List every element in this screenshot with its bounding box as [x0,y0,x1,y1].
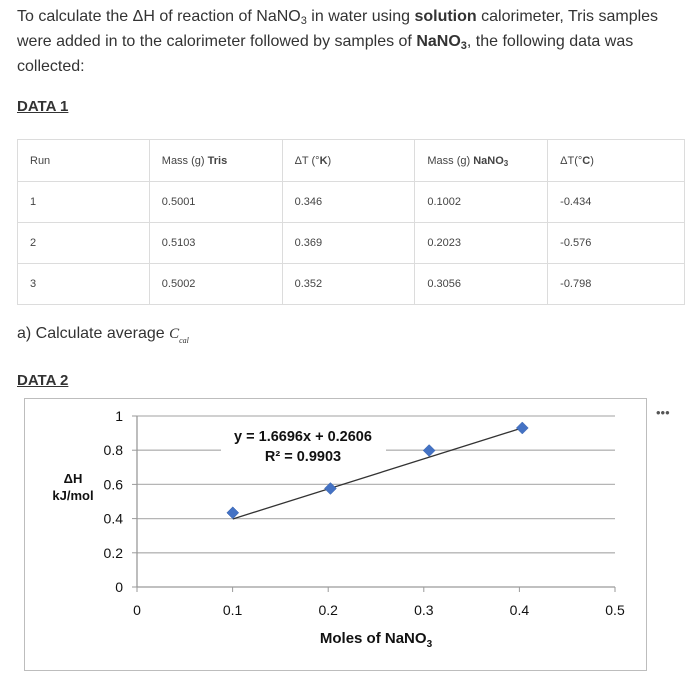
cell-run: 3 [17,263,150,305]
cell-delta-t-k: 0.352 [281,263,416,305]
cell-delta-t-k: 0.369 [281,222,416,264]
chart-frame [24,398,647,671]
cell-run: 1 [17,181,150,223]
data1-table: Run Mass (g) Tris ΔT (°K) Mass (g) NaNO3… [17,139,685,305]
cell-mass-nano3: 0.1002 [414,181,549,223]
cell-mass-nano3: 0.2023 [414,222,549,264]
intro-line-2: were added in to the calorimeter followe… [17,33,634,52]
cell-run: 2 [17,222,150,264]
cell-mass-tris: 0.5002 [148,263,283,305]
table-row: 2 0.5103 0.369 0.2023 -0.576 [17,222,685,264]
cell-mass-nano3: 0.3056 [414,263,549,305]
c-cal-symbol: Ccal [169,326,189,345]
header-delta-t-c: ΔT(°C) [547,139,685,182]
cell-delta-t-c: -0.798 [547,263,685,305]
intro-line-3: collected: [17,58,85,75]
header-mass-nano3: Mass (g) NaNO3 [414,139,549,182]
table-header-row: Run Mass (g) Tris ΔT (°K) Mass (g) NaNO3… [17,139,685,182]
cell-delta-t-c: -0.434 [547,181,685,223]
header-mass-tris: Mass (g) Tris [148,139,283,182]
more-options-icon[interactable]: ••• [656,405,670,420]
cell-delta-t-c: -0.576 [547,222,685,264]
data1-title: DATA 1 [17,98,69,115]
table-row: 3 0.5002 0.352 0.3056 -0.798 [17,263,685,305]
intro-paragraph: To calculate the ΔH of reaction of NaNO3… [17,4,687,79]
header-delta-t-k: ΔT (°K) [281,139,416,182]
question-a: a) Calculate average Ccal [17,325,189,345]
cell-mass-tris: 0.5001 [148,181,283,223]
table-row: 1 0.5001 0.346 0.1002 -0.434 [17,181,685,223]
header-run: Run [17,139,150,182]
intro-line-1: To calculate the ΔH of reaction of NaNO3… [17,8,659,27]
cell-delta-t-k: 0.346 [281,181,416,223]
cell-mass-tris: 0.5103 [148,222,283,264]
data2-title: DATA 2 [17,372,69,389]
